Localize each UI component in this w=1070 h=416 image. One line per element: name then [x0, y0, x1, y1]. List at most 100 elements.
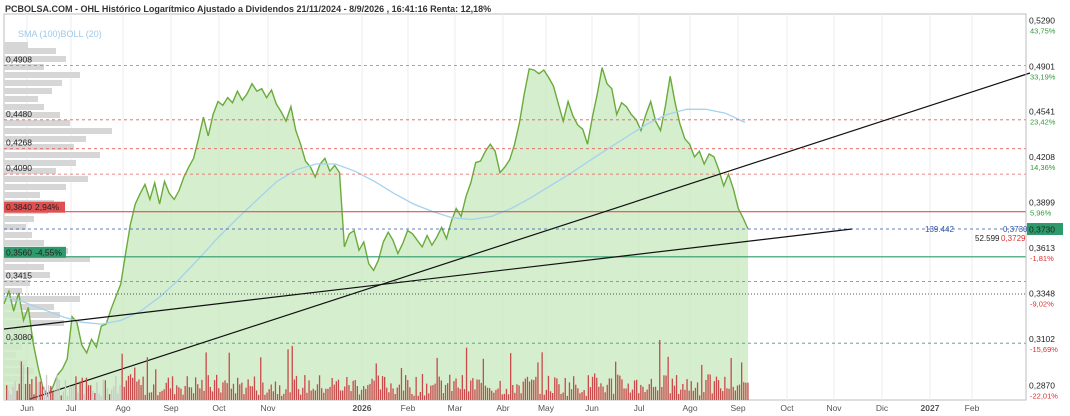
x-tick-label: May: [538, 403, 555, 413]
volume-bar: [585, 395, 587, 400]
indicator-legend: SMA (100)BOLL (20): [18, 29, 102, 39]
volume-bar: [243, 394, 245, 400]
volume-bar: [136, 381, 138, 400]
volume-bar: [98, 393, 100, 400]
volume-bar: [478, 379, 480, 400]
volume-bar: [8, 390, 10, 400]
volume-bar: [321, 388, 323, 400]
volume-bar: [606, 384, 608, 400]
volume-bar: [533, 380, 535, 400]
y-tick-pct: 14,36%: [1030, 163, 1056, 172]
volume-bar: [495, 389, 497, 400]
y-tick-pct: 33,19%: [1030, 72, 1056, 81]
volume-bar: [528, 381, 531, 400]
volume-bar: [598, 386, 600, 400]
volume-bar: [226, 383, 228, 400]
volume-bar: [83, 394, 85, 400]
volume-bar: [129, 374, 132, 400]
volume-bar: [111, 389, 113, 400]
volume-bar: [337, 379, 340, 400]
volume-bar: [203, 390, 205, 400]
level-label: 0,4268: [6, 138, 32, 148]
volume-bar: [318, 375, 321, 400]
volume-bar: [316, 384, 319, 400]
volume-bar: [171, 376, 174, 400]
y-tick-label: 0,5290: [1029, 16, 1055, 26]
volume-bar: [736, 385, 739, 400]
volume-bar: [195, 377, 197, 400]
volume-bar: [148, 392, 151, 400]
volume-bar: [535, 376, 537, 400]
volume-bar: [232, 383, 235, 400]
trend-lines: [3, 72, 1031, 400]
y-tick-pct: -22,01%: [1030, 391, 1058, 400]
volume-bar: [428, 393, 430, 400]
volume-bar: [247, 379, 249, 400]
volume-bar: [224, 380, 226, 400]
y-tick-pct: 23,42%: [1030, 118, 1056, 127]
volume-bar: [216, 374, 218, 400]
volume-bar: [354, 380, 356, 400]
volume-profile-bar: [4, 42, 28, 48]
resistance-value: 0,3840: [6, 202, 32, 212]
volume-bar: [545, 389, 547, 400]
volume-bar: [474, 389, 476, 400]
volume-bar: [348, 385, 350, 400]
volume-bar: [459, 389, 461, 400]
volume-bar: [436, 357, 438, 400]
volume-profile-bar: [4, 224, 26, 230]
volume-bar: [518, 385, 520, 400]
volume-bar: [615, 361, 617, 400]
volume-bar: [413, 395, 415, 400]
volume-bar: [678, 393, 680, 400]
volume-bar: [617, 374, 619, 400]
support-pct: -4,55%: [35, 247, 62, 257]
volume-bar: [690, 381, 692, 400]
volume-bar: [549, 391, 552, 400]
volume-bar: [625, 388, 627, 400]
volume-bar: [430, 385, 432, 400]
right-marker-value: 0,3729: [1001, 234, 1026, 243]
volume-bar: [402, 390, 405, 400]
volume-bar: [554, 377, 556, 400]
volume-bar: [222, 382, 224, 400]
y-tick-label: 0,4208: [1029, 152, 1055, 162]
support-tag: [4, 246, 66, 258]
volume-bar: [119, 385, 121, 400]
volume-bar: [388, 392, 390, 400]
volume-bar: [260, 357, 262, 400]
volume-bar: [547, 375, 550, 400]
volume-bar: [81, 377, 83, 400]
volume-bar: [722, 391, 724, 400]
volume-bar: [230, 388, 232, 400]
volume-profile-bar: [4, 216, 34, 222]
volume-bar: [703, 392, 705, 400]
volume-bar: [386, 387, 388, 400]
volume-bar: [745, 382, 747, 400]
volume-bar: [575, 384, 577, 400]
volume-bar: [390, 383, 392, 400]
volume-bar: [237, 377, 239, 400]
volume-bar: [37, 382, 39, 400]
volume-bar: [465, 347, 468, 400]
volume-bar: [587, 375, 589, 400]
volume-bar: [564, 378, 566, 400]
x-tick-label: Jun: [20, 403, 34, 413]
volume-bar: [482, 358, 484, 400]
level-label: 0,4480: [6, 109, 32, 119]
volume-bar: [629, 392, 631, 400]
volume-bar: [85, 377, 88, 400]
volume-bar: [106, 388, 109, 400]
volume-bar: [514, 392, 516, 400]
volume-bar: [520, 393, 522, 400]
volume-bar: [283, 393, 285, 400]
y-tick-pct: -1,81%: [1030, 254, 1054, 263]
volume-bar: [665, 375, 667, 400]
volume-bar: [705, 380, 707, 400]
volume-bar: [132, 377, 134, 400]
volume-bar: [608, 378, 610, 400]
volume-bar: [568, 382, 571, 400]
volume-bar: [589, 387, 592, 400]
volume-bar: [455, 378, 457, 400]
volume-bar: [531, 379, 533, 400]
